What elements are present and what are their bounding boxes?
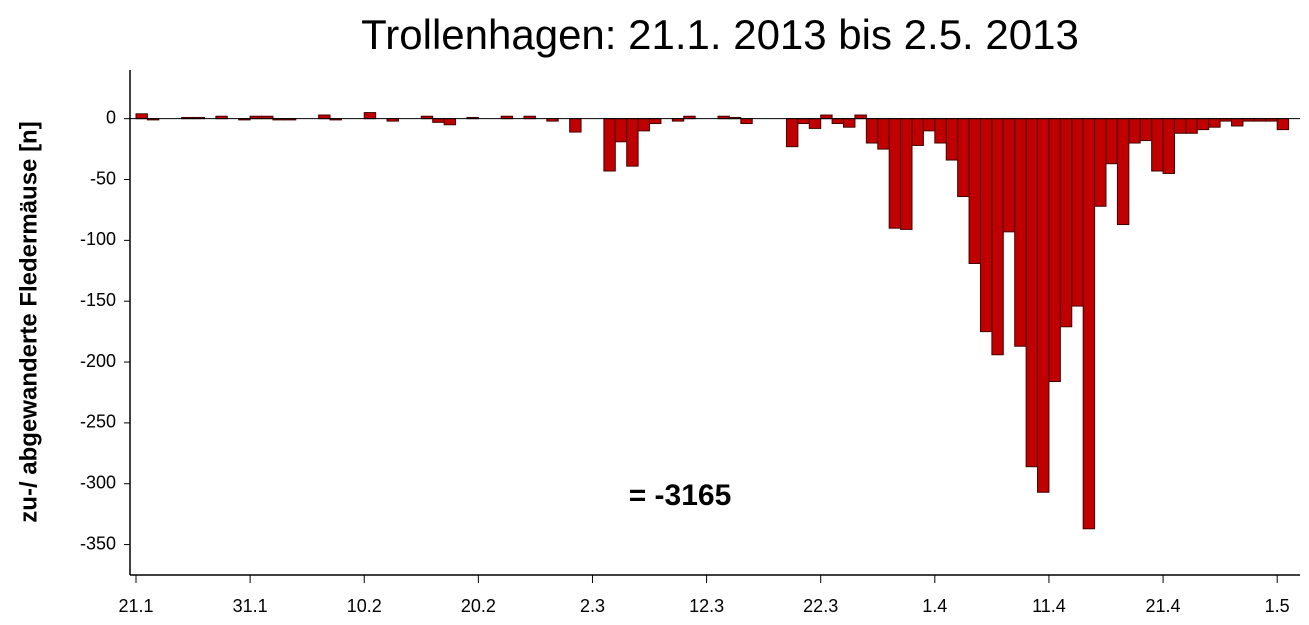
y-tick-label: -350 — [80, 533, 116, 553]
bar — [443, 118, 457, 126]
bar — [1173, 118, 1187, 134]
bar — [1002, 118, 1016, 233]
bar — [854, 114, 867, 120]
bar — [865, 118, 879, 144]
bar — [318, 114, 331, 120]
y-tick-label: -150 — [80, 290, 116, 310]
y-tick-label: -100 — [80, 229, 116, 249]
bar — [1025, 118, 1039, 468]
bar — [740, 118, 753, 125]
bar — [911, 118, 924, 146]
y-tick-label: -200 — [80, 351, 116, 371]
y-tick-label: 0 — [106, 107, 116, 127]
x-tick-label: 10.2 — [347, 596, 382, 616]
bar — [1105, 118, 1118, 165]
bar — [934, 118, 947, 144]
bar — [945, 118, 959, 161]
bar — [1014, 118, 1027, 347]
bar — [603, 118, 616, 172]
bar — [1208, 118, 1221, 128]
x-tick-label: 2.3 — [580, 596, 605, 616]
bar — [1151, 118, 1164, 172]
x-tick-label: 11.4 — [1032, 596, 1066, 616]
bar — [922, 118, 936, 132]
x-tick-label: 1.4 — [922, 596, 947, 616]
x-tick-label: 21.1 — [118, 596, 153, 616]
bar — [1116, 118, 1130, 226]
bar — [1048, 118, 1061, 383]
bar — [1128, 118, 1141, 144]
bar — [991, 118, 1004, 356]
bar — [1071, 118, 1084, 307]
bar — [1094, 118, 1107, 207]
bar — [1231, 118, 1244, 127]
bar — [808, 118, 822, 129]
y-tick-label: -300 — [80, 472, 116, 492]
bar — [843, 118, 856, 128]
bar — [831, 118, 845, 125]
bar — [1162, 118, 1175, 174]
bar — [957, 118, 970, 198]
x-tick-label: 12.3 — [689, 596, 724, 616]
x-tick-label: 20.2 — [461, 596, 496, 616]
bar — [877, 118, 890, 150]
bar — [1139, 118, 1153, 142]
bar — [637, 118, 651, 132]
y-tick-label: -50 — [90, 168, 116, 188]
bar — [888, 118, 902, 229]
bar — [569, 118, 582, 133]
bar — [432, 118, 445, 123]
chart-title: Trollenhagen: 21.1. 2013 bis 2.5. 2013 — [361, 11, 1079, 58]
bar — [820, 114, 833, 120]
bar — [1196, 118, 1210, 131]
bar — [1185, 118, 1198, 134]
y-axis-label: zu-/ abgewanderte Fledermäuse [n] — [15, 121, 42, 522]
bar — [135, 113, 148, 120]
bar — [968, 118, 981, 264]
annotation: = -3165 — [629, 479, 732, 512]
bar — [1082, 118, 1096, 530]
x-tick-label: 31.1 — [233, 596, 268, 616]
bar — [1276, 118, 1290, 131]
bar — [900, 118, 913, 230]
bar — [626, 118, 639, 167]
bar — [614, 118, 628, 143]
bar — [1037, 118, 1050, 493]
bar — [979, 118, 993, 333]
bar — [1059, 118, 1073, 328]
bar — [649, 118, 662, 125]
bar — [363, 112, 377, 120]
x-tick-label: 21.4 — [1146, 596, 1181, 616]
bar — [785, 118, 799, 148]
bar — [797, 118, 810, 125]
y-tick-label: -250 — [80, 412, 116, 432]
x-tick-label: 1.5 — [1265, 596, 1290, 616]
x-tick-label: 22.3 — [803, 596, 838, 616]
